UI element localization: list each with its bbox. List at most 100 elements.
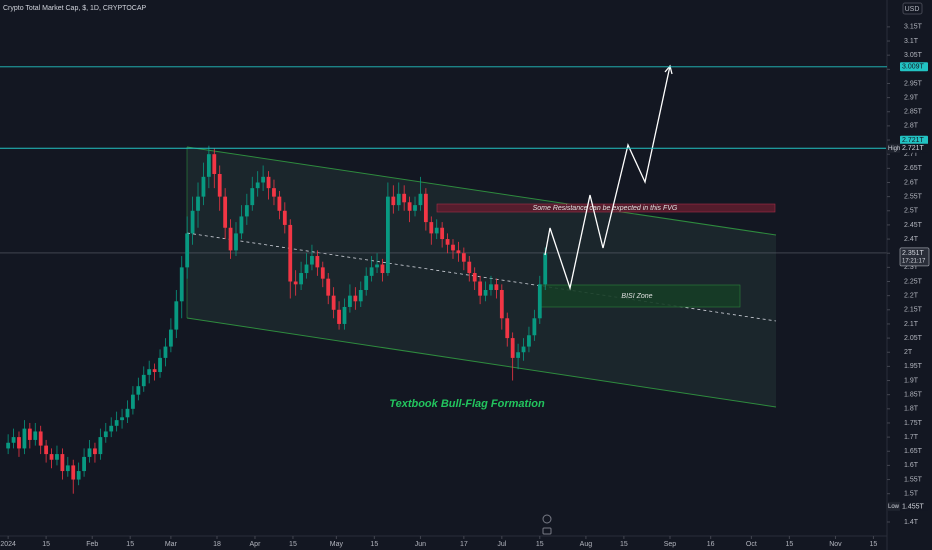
price-tag-label: 2.721T: [902, 137, 925, 144]
high-tag-label: High: [888, 146, 900, 152]
candle-body: [168, 329, 173, 347]
x-tick-label: 15: [42, 541, 50, 548]
candle-body: [342, 306, 347, 324]
y-tick-label: 3.1T: [904, 38, 919, 45]
candle-body: [44, 445, 49, 455]
candle-body: [358, 289, 363, 302]
candle-body: [17, 437, 21, 449]
candle-body: [196, 196, 200, 211]
candle-body: [288, 224, 293, 282]
event-icon[interactable]: [542, 514, 552, 524]
candle-body: [38, 431, 43, 446]
candle-body: [125, 408, 130, 418]
y-tick-label: 3.05T: [904, 52, 923, 59]
y-tick-label: 1.4T: [904, 519, 919, 526]
channel-fill: [187, 147, 776, 407]
candle-body: [337, 309, 341, 324]
channel-upper: [186, 146, 777, 236]
candle-body: [494, 284, 499, 290]
x-tick-label: 15: [870, 541, 878, 548]
candle-body: [27, 428, 32, 440]
last-price-tag: [899, 247, 930, 267]
candle-body: [120, 417, 124, 421]
candle-body: [185, 233, 190, 268]
candle-body: [6, 442, 11, 449]
candle-body: [478, 281, 483, 296]
x-tick-label: Nov: [829, 541, 842, 548]
x-tick-label: Aug: [580, 541, 593, 548]
pattern-label: Textbook Bull-Flag Formation: [389, 398, 545, 410]
candle-body: [423, 193, 428, 223]
candle-body: [293, 281, 298, 285]
candle-body: [456, 250, 461, 254]
candle-body: [266, 176, 271, 189]
x-tick-label: Feb: [86, 541, 98, 548]
candle-body: [434, 227, 439, 234]
candle-body: [179, 267, 184, 302]
x-tick-label: Sep: [664, 541, 677, 548]
candle-body: [429, 222, 434, 234]
y-tick-label: 3.15T: [904, 24, 923, 31]
high-value-box: [900, 143, 928, 153]
fvg-zone: [436, 203, 776, 213]
candle-body: [152, 369, 157, 373]
candle-body: [375, 264, 379, 268]
y-tick-label: 2.4T: [904, 236, 919, 243]
candle-body: [277, 196, 282, 211]
candle-body: [76, 471, 81, 480]
candle-body: [353, 295, 358, 302]
candle-body: [521, 346, 526, 353]
candle-body: [87, 448, 92, 457]
y-tick-label: 1.55T: [904, 476, 923, 483]
high-value: 2.721T: [902, 145, 925, 152]
candle-body: [527, 335, 531, 347]
low-value: 1.455T: [902, 503, 925, 510]
candle-body: [489, 284, 493, 290]
x-tick-label: Mar: [165, 541, 178, 548]
x-tick-label: Oct: [746, 541, 757, 548]
candle-body: [261, 176, 266, 183]
currency-box: [902, 2, 923, 15]
y-tick-label: 2.2T: [904, 292, 919, 299]
event-icon[interactable]: [542, 527, 552, 535]
x-tick-label: May: [330, 541, 344, 548]
low-tag-label: Low: [888, 504, 900, 510]
candle-body: [174, 301, 179, 330]
candle-body: [250, 188, 255, 206]
candle-body: [49, 454, 54, 460]
candle-body: [55, 454, 59, 460]
candle-body: [190, 210, 195, 234]
candle-body: [136, 386, 141, 395]
candle-body: [255, 182, 260, 189]
candle-body: [516, 352, 520, 358]
x-tick-label: 15: [126, 541, 134, 548]
y-tick-label: 2.1T: [904, 321, 919, 328]
candle-body: [369, 267, 374, 276]
y-tick-label: 1.9T: [904, 377, 919, 384]
candle-body: [212, 154, 217, 174]
candle-body: [158, 357, 162, 373]
x-tick-label: 15: [620, 541, 628, 548]
channel-lower: [186, 317, 777, 408]
candle-body: [299, 273, 303, 285]
price-tag: [900, 135, 928, 145]
candle-body: [396, 193, 401, 206]
y-tick-label: 2.5T: [904, 208, 919, 215]
candle-body: [98, 437, 103, 455]
candle-body: [543, 253, 548, 285]
candle-body: [201, 176, 206, 197]
y-tick-label: 2T: [904, 349, 913, 356]
candle-body: [385, 196, 390, 274]
candle-body: [510, 338, 515, 358]
candle-body: [244, 205, 249, 217]
candle-body: [163, 346, 168, 358]
candle-body: [391, 196, 396, 206]
candle-body: [93, 448, 97, 455]
candle-body: [472, 273, 477, 282]
currency: USD: [905, 6, 920, 13]
y-tick-label: 1.75T: [904, 420, 923, 427]
bisi-label: BISI Zone: [621, 293, 652, 300]
low-tag: [886, 501, 900, 511]
y-tick-label: 1.7T: [904, 434, 919, 441]
chart-title: Crypto Total Market Cap, $, 1D, CRYPTOCA…: [3, 5, 146, 12]
